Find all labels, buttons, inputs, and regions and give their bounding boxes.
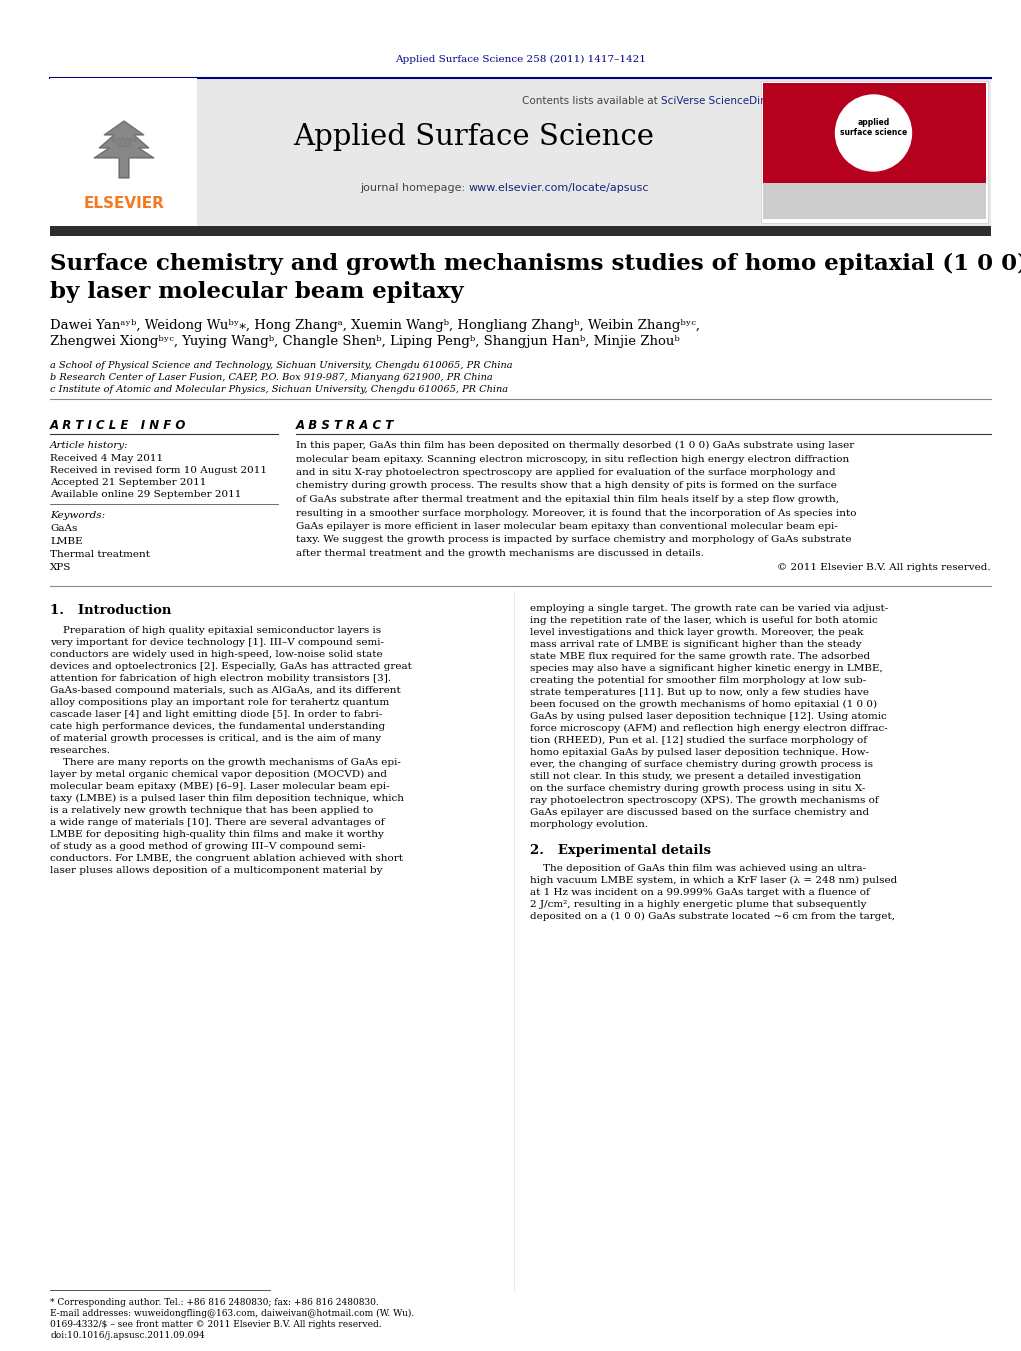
Text: E-mail addresses: wuweidongfling@163.com, daiweivan@hotmail.com (W. Wu).: E-mail addresses: wuweidongfling@163.com…: [50, 1309, 415, 1319]
Text: Surface chemistry and growth mechanisms studies of homo epitaxial (1 0 0) GaAs: Surface chemistry and growth mechanisms …: [50, 253, 1021, 276]
Text: www.elsevier.com/locate/apsusc: www.elsevier.com/locate/apsusc: [469, 182, 649, 193]
Text: XPS: XPS: [50, 563, 71, 571]
Text: Preparation of high quality epitaxial semiconductor layers is: Preparation of high quality epitaxial se…: [50, 626, 381, 635]
Text: Received in revised form 10 August 2011: Received in revised form 10 August 2011: [50, 466, 268, 476]
Text: force microscopy (AFM) and reflection high energy electron diffrac-: force microscopy (AFM) and reflection hi…: [530, 724, 887, 734]
Text: homo epitaxial GaAs by pulsed laser deposition technique. How-: homo epitaxial GaAs by pulsed laser depo…: [530, 748, 869, 757]
Text: Dawei Yanᵃʸᵇ, Weidong Wuᵇʸ⁎, Hong Zhangᵃ, Xuemin Wangᵇ, Hongliang Zhangᵇ, Weibin: Dawei Yanᵃʸᵇ, Weidong Wuᵇʸ⁎, Hong Zhangᵃ…: [50, 319, 700, 332]
Text: doi:10.1016/j.apsusc.2011.09.094: doi:10.1016/j.apsusc.2011.09.094: [50, 1331, 205, 1340]
Text: Contents lists available at: Contents lists available at: [522, 96, 661, 105]
Text: GaAs epilayer is more efficient in laser molecular beam epitaxy than conventiona: GaAs epilayer is more efficient in laser…: [296, 521, 838, 531]
Text: tion (RHEED), Pun et al. [12] studied the surface morphology of: tion (RHEED), Pun et al. [12] studied th…: [530, 736, 867, 746]
Text: resulting in a smoother surface morphology. Moreover, it is found that the incor: resulting in a smoother surface morpholo…: [296, 508, 857, 517]
Text: Zhengwei Xiongᵇʸᶜ, Yuying Wangᵇ, Changle Shenᵇ, Liping Pengᵇ, Shangjun Hanᵇ, Min: Zhengwei Xiongᵇʸᶜ, Yuying Wangᵇ, Changle…: [50, 335, 680, 349]
Text: layer by metal organic chemical vapor deposition (MOCVD) and: layer by metal organic chemical vapor de…: [50, 770, 387, 780]
Text: There are many reports on the growth mechanisms of GaAs epi-: There are many reports on the growth mec…: [50, 758, 401, 767]
Text: © 2011 Elsevier B.V. All rights reserved.: © 2011 Elsevier B.V. All rights reserved…: [777, 562, 991, 571]
Text: Thermal treatment: Thermal treatment: [50, 550, 150, 559]
Text: c Institute of Atomic and Molecular Physics, Sichuan University, Chengdu 610065,: c Institute of Atomic and Molecular Phys…: [50, 385, 508, 394]
Text: 2.   Experimental details: 2. Experimental details: [530, 844, 711, 857]
Text: b Research Center of Laser Fusion, CAEP, P.O. Box 919-987, Mianyang 621900, PR C: b Research Center of Laser Fusion, CAEP,…: [50, 373, 493, 382]
Polygon shape: [94, 122, 154, 178]
Text: GaAs: GaAs: [50, 524, 78, 534]
Text: LMBE for depositing high-quality thin films and make it worthy: LMBE for depositing high-quality thin fi…: [50, 830, 384, 839]
Text: * Corresponding author. Tel.: +86 816 2480830; fax: +86 816 2480830.: * Corresponding author. Tel.: +86 816 24…: [50, 1298, 379, 1306]
Text: ELSEVIER: ELSEVIER: [84, 196, 164, 212]
Text: laser pluses allows deposition of a multicomponent material by: laser pluses allows deposition of a mult…: [50, 866, 383, 875]
Bar: [761, 81, 988, 223]
Text: conductors. For LMBE, the congruent ablation achieved with short: conductors. For LMBE, the congruent abla…: [50, 854, 403, 863]
Text: a School of Physical Science and Technology, Sichuan University, Chengdu 610065,: a School of Physical Science and Technol…: [50, 361, 513, 370]
Text: been focused on the growth mechanisms of homo epitaxial (1 0 0): been focused on the growth mechanisms of…: [530, 700, 877, 709]
Text: 2 J/cm², resulting in a highly energetic plume that subsequently: 2 J/cm², resulting in a highly energetic…: [530, 900, 867, 909]
Text: on the surface chemistry during growth process using in situ X-: on the surface chemistry during growth p…: [530, 784, 866, 793]
Text: A R T I C L E   I N F O: A R T I C L E I N F O: [50, 419, 187, 432]
Bar: [50, 78, 197, 226]
Text: GaAs epilayer are discussed based on the surface chemistry and: GaAs epilayer are discussed based on the…: [530, 808, 869, 817]
Text: The deposition of GaAs thin film was achieved using an ultra-: The deposition of GaAs thin film was ach…: [530, 865, 866, 873]
Text: cascade laser [4] and light emitting diode [5]. In order to fabri-: cascade laser [4] and light emitting dio…: [50, 711, 382, 719]
Text: high vacuum LMBE system, in which a KrF laser (λ = 248 nm) pulsed: high vacuum LMBE system, in which a KrF …: [530, 875, 897, 885]
Text: taxy. We suggest the growth process is impacted by surface chemistry and morphol: taxy. We suggest the growth process is i…: [296, 535, 852, 544]
Text: Article history:: Article history:: [50, 440, 129, 450]
Text: alloy compositions play an important role for terahertz quantum: alloy compositions play an important rol…: [50, 698, 389, 707]
Text: of study as a good method of growing III–V compound semi-: of study as a good method of growing III…: [50, 842, 366, 851]
Text: taxy (LMBE) is a pulsed laser thin film deposition technique, which: taxy (LMBE) is a pulsed laser thin film …: [50, 794, 404, 802]
Text: a wide range of materials [10]. There are several advantages of: a wide range of materials [10]. There ar…: [50, 817, 385, 827]
Text: strate temperatures [11]. But up to now, only a few studies have: strate temperatures [11]. But up to now,…: [530, 688, 869, 697]
Text: chemistry during growth process. The results show that a high density of pits is: chemistry during growth process. The res…: [296, 481, 837, 490]
Bar: [763, 182, 986, 219]
Text: molecular beam epitaxy (MBE) [6–9]. Laser molecular beam epi-: molecular beam epitaxy (MBE) [6–9]. Lase…: [50, 782, 390, 792]
Text: level investigations and thick layer growth. Moreover, the peak: level investigations and thick layer gro…: [530, 628, 864, 638]
Text: very important for device technology [1]. III–V compound semi-: very important for device technology [1]…: [50, 638, 384, 647]
Text: SciVerse ScienceDirect: SciVerse ScienceDirect: [661, 96, 780, 105]
Text: and in situ X-ray photoelectron spectroscopy are applied for evaluation of the s: and in situ X-ray photoelectron spectros…: [296, 467, 835, 477]
Text: ray photoelectron spectroscopy (XPS). The growth mechanisms of: ray photoelectron spectroscopy (XPS). Th…: [530, 796, 879, 805]
Text: In this paper, GaAs thin film has been deposited on thermally desorbed (1 0 0) G: In this paper, GaAs thin film has been d…: [296, 440, 855, 450]
Text: by laser molecular beam epitaxy: by laser molecular beam epitaxy: [50, 281, 464, 303]
Text: ELSEVIER
LOGO: ELSEVIER LOGO: [111, 138, 137, 149]
Text: cate high performance devices, the fundamental understanding: cate high performance devices, the funda…: [50, 721, 385, 731]
Text: journal homepage:: journal homepage:: [360, 182, 469, 193]
Text: ing the repetition rate of the laser, which is useful for both atomic: ing the repetition rate of the laser, wh…: [530, 616, 878, 626]
Text: LMBE: LMBE: [50, 536, 83, 546]
Text: creating the potential for smoother film morphology at low sub-: creating the potential for smoother film…: [530, 676, 866, 685]
Bar: [763, 82, 986, 182]
Text: species may also have a significant higher kinetic energy in LMBE,: species may also have a significant high…: [530, 663, 883, 673]
Bar: [50, 78, 991, 226]
Text: of material growth processes is critical, and is the aim of many: of material growth processes is critical…: [50, 734, 381, 743]
Text: after thermal treatment and the growth mechanisms are discussed in details.: after thermal treatment and the growth m…: [296, 549, 703, 558]
Text: deposited on a (1 0 0) GaAs substrate located ~6 cm from the target,: deposited on a (1 0 0) GaAs substrate lo…: [530, 912, 895, 921]
Text: applied
surface science: applied surface science: [840, 118, 907, 138]
Text: state MBE flux required for the same growth rate. The adsorbed: state MBE flux required for the same gro…: [530, 653, 870, 661]
Text: 0169-4332/$ – see front matter © 2011 Elsevier B.V. All rights reserved.: 0169-4332/$ – see front matter © 2011 El…: [50, 1320, 382, 1329]
Text: researches.: researches.: [50, 746, 111, 755]
Text: GaAs-based compound materials, such as AlGaAs, and its different: GaAs-based compound materials, such as A…: [50, 686, 401, 694]
Text: devices and optoelectronics [2]. Especially, GaAs has attracted great: devices and optoelectronics [2]. Especia…: [50, 662, 411, 671]
Text: Applied Surface Science: Applied Surface Science: [293, 123, 654, 151]
Text: Available online 29 September 2011: Available online 29 September 2011: [50, 490, 241, 499]
Text: employing a single target. The growth rate can be varied via adjust-: employing a single target. The growth ra…: [530, 604, 888, 613]
Text: is a relatively new growth technique that has been applied to: is a relatively new growth technique tha…: [50, 807, 374, 815]
Text: of GaAs substrate after thermal treatment and the epitaxial thin film heals itse: of GaAs substrate after thermal treatmen…: [296, 494, 839, 504]
Text: Applied Surface Science 258 (2011) 1417–1421: Applied Surface Science 258 (2011) 1417–…: [395, 55, 646, 63]
Bar: [50, 226, 991, 236]
Text: morphology evolution.: morphology evolution.: [530, 820, 648, 830]
Text: A B S T R A C T: A B S T R A C T: [296, 419, 394, 432]
Text: molecular beam epitaxy. Scanning electron microscopy, in situ reflection high en: molecular beam epitaxy. Scanning electro…: [296, 454, 849, 463]
Text: conductors are widely used in high-speed, low-noise solid state: conductors are widely used in high-speed…: [50, 650, 383, 659]
Text: Received 4 May 2011: Received 4 May 2011: [50, 454, 163, 463]
Text: attention for fabrication of high electron mobility transistors [3].: attention for fabrication of high electr…: [50, 674, 391, 684]
Text: mass arrival rate of LMBE is significant higher than the steady: mass arrival rate of LMBE is significant…: [530, 640, 862, 648]
Text: ever, the changing of surface chemistry during growth process is: ever, the changing of surface chemistry …: [530, 761, 873, 769]
Text: Accepted 21 September 2011: Accepted 21 September 2011: [50, 478, 206, 486]
Text: Keywords:: Keywords:: [50, 511, 105, 520]
Text: at 1 Hz was incident on a 99.999% GaAs target with a fluence of: at 1 Hz was incident on a 99.999% GaAs t…: [530, 888, 870, 897]
Text: 1.   Introduction: 1. Introduction: [50, 604, 172, 617]
Text: still not clear. In this study, we present a detailed investigation: still not clear. In this study, we prese…: [530, 771, 861, 781]
Circle shape: [835, 95, 912, 172]
Text: GaAs by using pulsed laser deposition technique [12]. Using atomic: GaAs by using pulsed laser deposition te…: [530, 712, 887, 721]
